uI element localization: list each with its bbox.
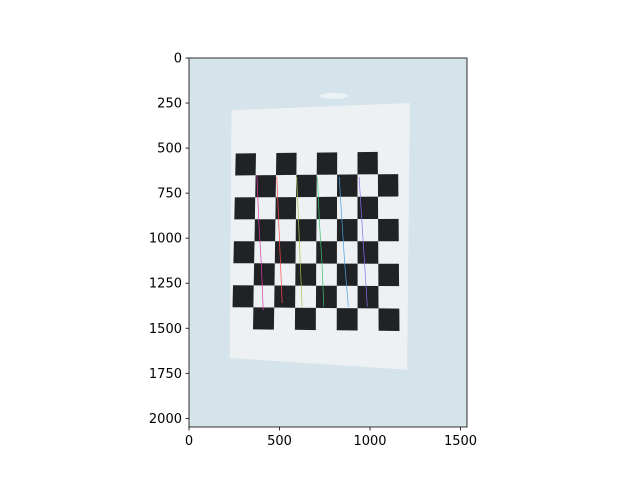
corner-line xyxy=(276,176,283,304)
checker-square xyxy=(357,285,379,309)
image-layer xyxy=(189,58,467,427)
checker-square xyxy=(233,241,255,264)
checker-square xyxy=(296,174,317,198)
checker-square xyxy=(337,174,358,197)
checker-square xyxy=(274,241,296,264)
x-tick-label: 500 xyxy=(267,434,292,449)
y-tick-label: 250 xyxy=(157,97,182,112)
checker-square xyxy=(253,263,275,286)
y-tick-label: 0 xyxy=(174,52,182,67)
x-tick-label: 1500 xyxy=(444,434,477,449)
checker-square xyxy=(316,241,337,264)
checker-square xyxy=(377,174,399,197)
checker-square xyxy=(254,219,276,242)
y-tick-label: 1750 xyxy=(149,367,182,382)
checker-square xyxy=(235,153,256,176)
checker-square xyxy=(357,151,378,175)
checker-square xyxy=(295,263,317,286)
checker-square xyxy=(316,152,338,175)
checker-square xyxy=(336,263,358,286)
checker-square xyxy=(357,241,379,264)
axes-frame xyxy=(188,57,468,428)
checker-square xyxy=(315,285,337,309)
corner-line xyxy=(317,176,325,307)
x-tick-label: 1000 xyxy=(353,434,386,449)
corner-line xyxy=(358,176,368,307)
checker-square xyxy=(232,285,254,308)
checker-square xyxy=(378,263,400,287)
checker-square xyxy=(336,308,358,331)
checker-square xyxy=(295,219,317,242)
checker-square xyxy=(253,307,275,330)
y-tick-label: 500 xyxy=(157,142,182,157)
checker-square xyxy=(274,285,296,308)
y-tick-label: 750 xyxy=(157,187,182,202)
checker-square xyxy=(234,197,256,220)
y-tick-label: 1500 xyxy=(149,322,182,337)
y-tick-label: 1250 xyxy=(149,277,182,292)
checker-square xyxy=(276,152,297,176)
checker-square xyxy=(275,197,297,220)
corner-line xyxy=(338,176,349,307)
plot-area xyxy=(189,58,467,427)
reflection-highlight xyxy=(319,92,348,99)
checker-square xyxy=(336,219,358,242)
y-tick-label: 2000 xyxy=(149,412,182,427)
x-tick-label: 0 xyxy=(185,434,193,449)
corner-line xyxy=(256,175,264,311)
axes: 0 500 1000 1500 0 250 500 750 1000 1250 1500 1750 20… xyxy=(149,52,477,450)
checker-square xyxy=(294,307,316,331)
checker-square xyxy=(316,196,337,220)
checker-square xyxy=(378,308,400,331)
checker-square xyxy=(378,218,399,242)
y-tick-label: 1000 xyxy=(149,232,182,247)
corner-line xyxy=(296,176,303,307)
checker-square xyxy=(255,175,276,198)
checker-square xyxy=(357,196,379,219)
